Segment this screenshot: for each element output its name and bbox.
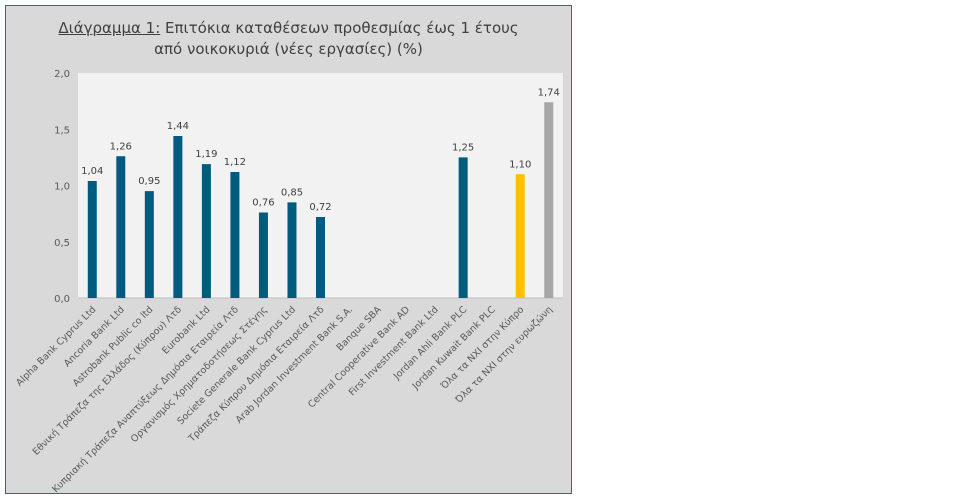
bar	[458, 157, 468, 298]
bar	[230, 172, 240, 298]
bar	[515, 174, 525, 298]
y-tick-label: 1,0	[54, 182, 70, 193]
chart-title: Διάγραμμα 1: Επιτόκια καταθέσεων προθεσμ…	[6, 18, 571, 60]
data-label: 1,19	[195, 149, 217, 160]
bar	[316, 217, 325, 298]
data-label: 1,44	[167, 121, 189, 132]
bar	[116, 156, 126, 298]
y-tick-label: 2,0	[54, 69, 70, 80]
data-label: 0,95	[138, 176, 160, 187]
data-label: 0,76	[252, 198, 274, 209]
bar	[287, 202, 297, 298]
data-label: 1,10	[509, 159, 531, 170]
y-tick-label: 0,5	[54, 238, 70, 249]
title-line1: Επιτόκια καταθέσεων προθεσμίας έως 1 έτο…	[165, 19, 519, 37]
data-label: 1,25	[452, 142, 474, 153]
data-label: 0,72	[309, 202, 331, 213]
y-tick-label: 0,0	[54, 294, 70, 305]
bar	[87, 181, 97, 298]
title-prefix: Διάγραμμα 1:	[58, 19, 161, 37]
y-tick-label: 1,5	[54, 125, 70, 136]
data-label: 1,04	[81, 166, 103, 177]
bar	[201, 164, 211, 298]
bar	[144, 191, 154, 298]
data-label: 1,12	[224, 157, 246, 168]
x-tick-label: Κυπριακή Τράπεζα Αναπτύξεως Δημόσια Εται…	[50, 304, 241, 493]
bar	[544, 102, 554, 298]
data-label: 1,74	[538, 87, 560, 98]
data-label: 1,26	[110, 141, 132, 152]
bar	[173, 136, 183, 298]
data-label: 0,85	[281, 187, 303, 198]
title-line2: από νοικοκυριά (νέες εργασίες) (%)	[154, 40, 423, 58]
chart-frame: Διάγραμμα 1: Επιτόκια καταθέσεων προθεσμ…	[5, 5, 572, 494]
bar	[258, 212, 268, 298]
